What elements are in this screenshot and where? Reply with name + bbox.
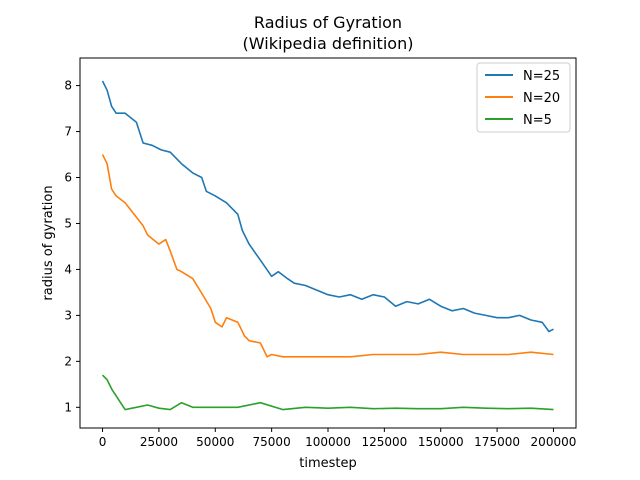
- y-tick-label: 7: [64, 125, 72, 139]
- x-axis-label: timestep: [299, 456, 357, 471]
- y-axis-label: radius of gyration: [41, 185, 56, 300]
- legend-label-n25: N=25: [523, 69, 560, 84]
- y-tick-label: 4: [64, 262, 72, 276]
- legend-box: [476, 62, 571, 133]
- plot-frame: [79, 57, 577, 429]
- x-tick-label: 25000: [140, 435, 178, 449]
- series-line-n25: [101, 80, 554, 333]
- x-tick-label: 75000: [253, 435, 291, 449]
- x-tick-label: 200000: [531, 435, 577, 449]
- chart-title: Radius of Gyration: [254, 13, 402, 32]
- series-line-n20: [101, 154, 554, 358]
- legend: N=25 N=20 N=5: [476, 62, 571, 133]
- x-tick-label: 50000: [196, 435, 234, 449]
- y-axis-ticks: 1 2 3 4 5 6 7 8: [64, 79, 80, 414]
- y-tick-label: 6: [64, 171, 72, 185]
- plot-lines: [101, 80, 554, 411]
- x-tick-label: 125000: [361, 435, 407, 449]
- legend-label-n5: N=5: [523, 113, 552, 128]
- series-line-n5: [101, 374, 554, 411]
- y-tick-label: 3: [64, 308, 72, 322]
- x-tick-label: 100000: [305, 435, 351, 449]
- y-tick-label: 1: [64, 400, 72, 414]
- y-tick-label: 2: [64, 354, 72, 368]
- x-tick-label: 150000: [418, 435, 464, 449]
- x-axis-ticks: 0 25000 50000 75000 100000 125000 150000 175000…: [99, 428, 577, 449]
- legend-label-n20: N=20: [523, 91, 560, 106]
- x-tick-label: 175000: [474, 435, 520, 449]
- y-tick-label: 5: [64, 216, 72, 230]
- y-tick-label: 8: [64, 79, 72, 93]
- x-tick-label: 0: [99, 435, 107, 449]
- chart-subtitle: (Wikipedia definition): [243, 34, 414, 53]
